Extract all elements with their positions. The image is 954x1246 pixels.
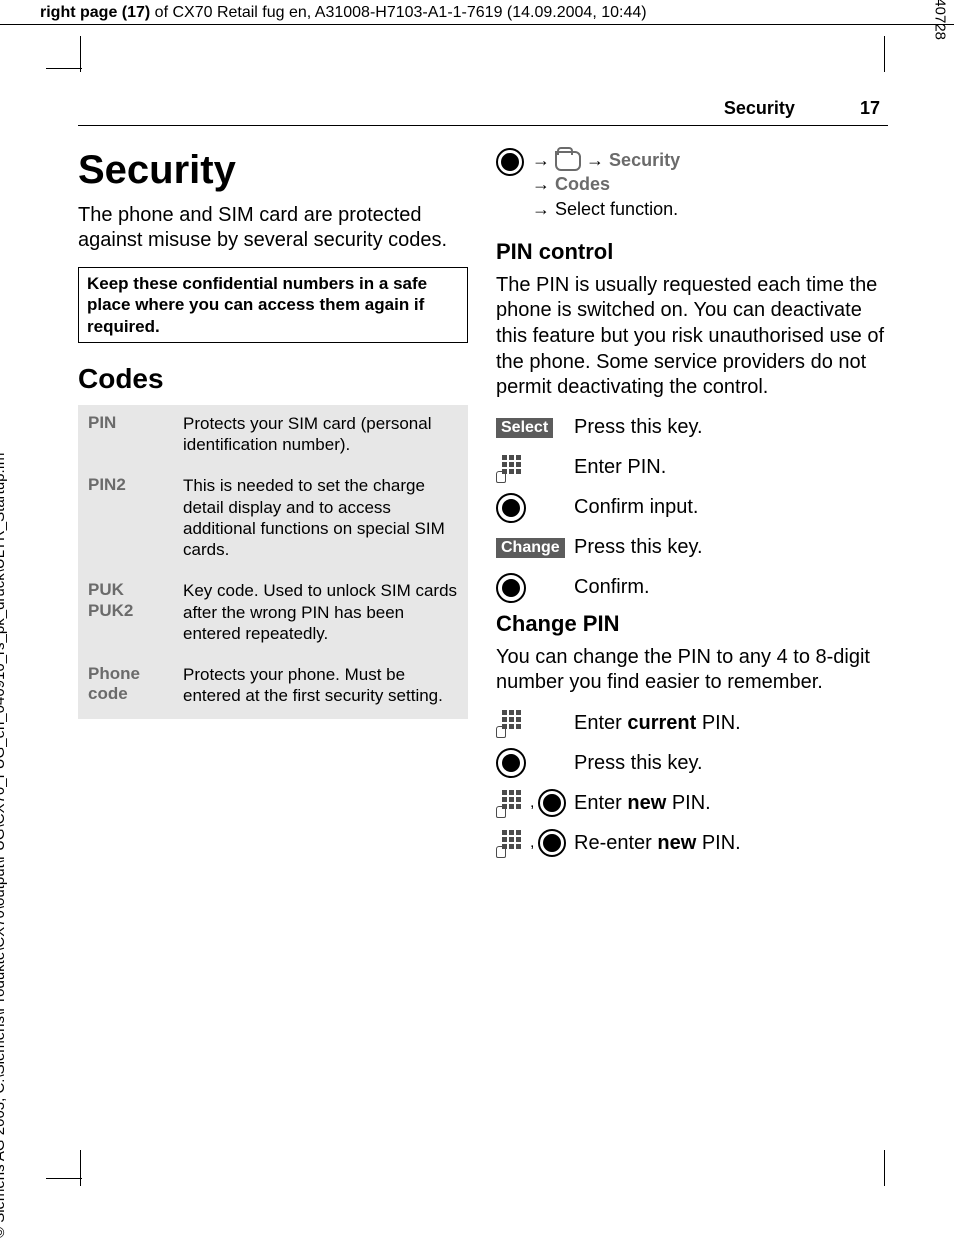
step-text: Enter new PIN. (574, 792, 886, 815)
keypad-icon (496, 710, 526, 736)
codes-table: PIN Protects your SIM card (personal ide… (78, 405, 468, 719)
change-pin-body: You can change the PIN to any 4 to 8-dig… (496, 645, 886, 696)
folder-icon (555, 151, 581, 171)
right-column: → → Security → Codes → Select function. … (496, 148, 886, 866)
step-row: Change Press this key. (496, 531, 886, 565)
step-row: , Re-enter new PIN. (496, 826, 886, 860)
page-content: Security 17 Security The phone and SIM c… (78, 98, 888, 866)
step-text: Confirm input. (574, 496, 886, 519)
ok-key-icon (496, 573, 526, 603)
top-info-rest: of CX70 Retail fug en, A31008-H7103-A1-1… (150, 4, 646, 21)
step-text: Confirm. (574, 576, 886, 599)
code-label: Phone code (88, 664, 183, 707)
top-info-bar: right page (17) of CX70 Retail fug en, A… (0, 0, 954, 25)
step-text: Press this key. (574, 752, 886, 775)
step-text: Enter current PIN. (574, 712, 886, 735)
menu-navigation: → → Security → Codes → Select function. (496, 148, 886, 221)
left-marginal-text: © Siemens AG 2003, C:\Siemens\Produkte\C… (0, 38, 8, 1238)
code-label: PIN2 (88, 475, 183, 560)
step-text: Enter PIN. (574, 456, 886, 479)
left-column: Security The phone and SIM card are prot… (78, 148, 468, 866)
change-softkey-icon: Change (496, 538, 565, 558)
nav-select-function: Select function. (555, 199, 678, 219)
crop-mark (884, 36, 885, 72)
step-row: , Enter new PIN. (496, 786, 886, 820)
code-desc: Protects your phone. Must be entered at … (183, 664, 458, 707)
pin-control-heading: PIN control (496, 239, 886, 265)
step-row: Press this key. (496, 746, 886, 780)
ok-key-icon (496, 748, 526, 778)
nav-security: Security (609, 150, 680, 170)
step-row: Enter PIN. (496, 451, 886, 485)
ok-key-icon (496, 493, 526, 523)
change-pin-steps: Enter current PIN. Press this key. , Ent… (496, 706, 886, 860)
change-pin-heading: Change PIN (496, 611, 886, 637)
crop-mark (46, 68, 82, 69)
step-text: Press this key. (574, 536, 886, 559)
code-desc: Protects your SIM card (personal identif… (183, 413, 458, 456)
code-label: PIN (88, 413, 183, 456)
running-head-section: Security (724, 98, 795, 118)
step-row: Enter current PIN. (496, 706, 886, 740)
code-desc: This is needed to set the charge detail … (183, 475, 458, 560)
crop-mark (46, 1178, 82, 1179)
step-row: Select Press this key. (496, 411, 886, 445)
nav-codes: Codes (555, 174, 610, 194)
crop-mark (80, 36, 81, 72)
step-row: Confirm input. (496, 491, 886, 525)
table-row: Phone code Protects your phone. Must be … (78, 656, 468, 719)
pin-control-body: The PIN is usually requested each time t… (496, 273, 886, 401)
table-row: PIN2 This is needed to set the charge de… (78, 467, 468, 572)
top-info-bold: right page (17) (40, 4, 150, 21)
crop-mark (80, 1150, 81, 1186)
pin-control-steps: Select Press this key. Enter PIN. Confir… (496, 411, 886, 605)
table-row: PIN Protects your SIM card (personal ide… (78, 405, 468, 468)
keypad-icon (496, 790, 526, 816)
ok-key-icon (496, 148, 524, 176)
confidential-note-box: Keep these confidential numbers in a saf… (78, 267, 468, 343)
ok-key-icon (538, 829, 566, 857)
page-title: Security (78, 148, 468, 193)
code-desc: Key code. Used to unlock SIM cards after… (183, 580, 458, 644)
ok-key-icon (538, 789, 566, 817)
table-row: PUK PUK2 Key code. Used to unlock SIM ca… (78, 572, 468, 656)
right-marginal-text: VAR Language: en; VAR issue date: 040728 (932, 0, 949, 40)
keypad-icon (496, 455, 526, 481)
intro-text: The phone and SIM card are protected aga… (78, 203, 468, 253)
nav-lines: → → Security → Codes → Select function. (532, 148, 680, 221)
step-text: Re-enter new PIN. (574, 832, 886, 855)
step-row: Confirm. (496, 571, 886, 605)
running-head-page: 17 (860, 98, 880, 118)
codes-heading: Codes (78, 363, 468, 395)
keypad-icon (496, 830, 526, 856)
select-softkey-icon: Select (496, 418, 553, 438)
code-label: PUK PUK2 (88, 580, 183, 644)
running-head: Security 17 (78, 98, 888, 126)
crop-mark (884, 1150, 885, 1186)
step-text: Press this key. (574, 416, 886, 439)
